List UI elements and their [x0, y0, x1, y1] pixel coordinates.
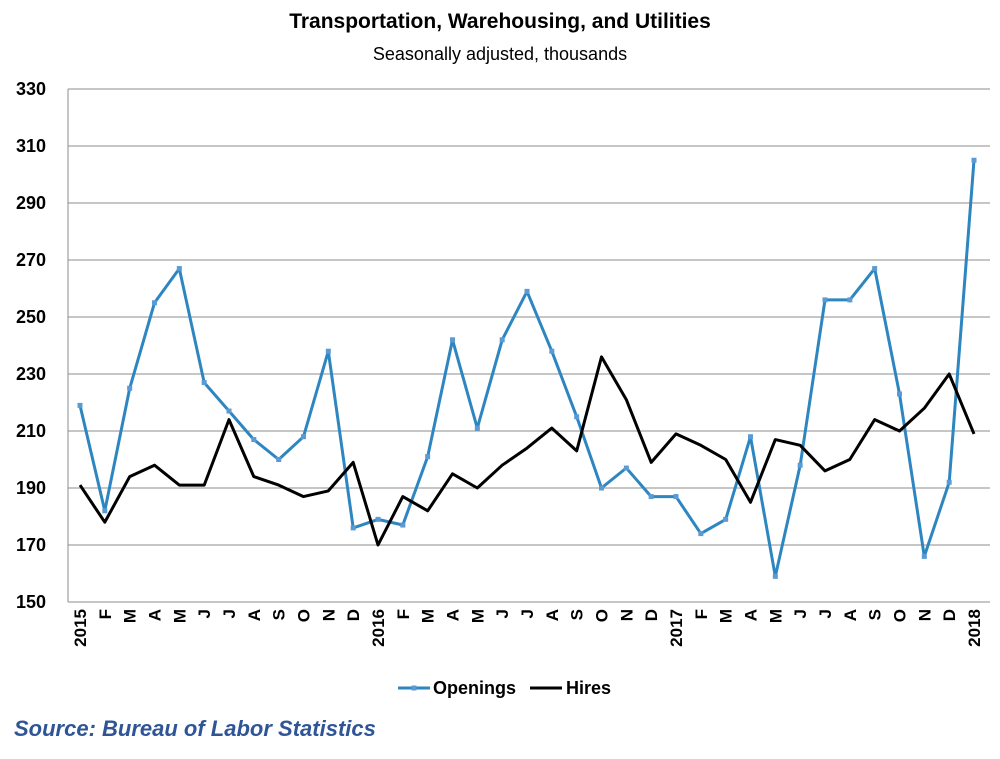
y-tick-label: 310 — [16, 136, 46, 156]
openings-point — [524, 288, 530, 294]
y-tick-label: 190 — [16, 478, 46, 498]
x-tick-label: S — [270, 609, 289, 620]
openings-point — [797, 462, 803, 468]
y-tick-label: 170 — [16, 535, 46, 555]
chart-title: Transportation, Warehousing, and Utiliti… — [289, 10, 711, 33]
x-tick-label: A — [841, 609, 860, 621]
legend: Openings Hires — [398, 678, 611, 698]
openings-point — [350, 525, 356, 531]
openings-point — [425, 454, 431, 460]
openings-point — [772, 573, 778, 579]
grid-layer — [67, 88, 990, 603]
openings-point — [723, 516, 729, 522]
openings-point — [574, 414, 580, 420]
x-tick-label: 2018 — [965, 609, 984, 647]
x-tick-label: J — [518, 609, 537, 618]
openings-point — [822, 297, 828, 303]
legend-label-hires: Hires — [566, 678, 611, 698]
y-tick-label: 250 — [16, 307, 46, 327]
x-tick-label: M — [419, 609, 438, 623]
openings-point — [474, 425, 480, 431]
x-tick-label: M — [717, 609, 736, 623]
x-tick-label: D — [344, 609, 363, 621]
legend-label-openings: Openings — [433, 678, 516, 698]
series-line-openings — [78, 160, 976, 578]
x-tick-label: M — [766, 609, 785, 623]
openings-point — [748, 434, 753, 440]
y-tick-label: 330 — [16, 79, 46, 99]
x-tick-label: J — [195, 609, 214, 618]
legend-marker — [411, 685, 417, 691]
openings-point — [450, 337, 455, 343]
x-tick-label: 2017 — [667, 609, 686, 647]
x-tick-label: D — [940, 609, 959, 621]
x-tick-label: A — [444, 609, 463, 621]
openings-point — [499, 337, 505, 343]
y-tick-label: 270 — [16, 250, 46, 270]
openings-point — [226, 408, 232, 414]
x-tick-label: M — [468, 609, 487, 623]
x-tick-label: D — [642, 609, 661, 621]
openings-point — [946, 479, 952, 485]
openings-point — [897, 391, 902, 397]
openings-point — [325, 348, 331, 354]
y-axis-ticks: 150 170 190 210 230 250 270 290 310 330 — [16, 79, 46, 612]
openings-point — [102, 508, 108, 514]
x-tick-label: 2016 — [369, 609, 388, 647]
x-tick-label: S — [568, 609, 587, 620]
x-tick-label: F — [96, 609, 115, 619]
x-tick-label: F — [692, 609, 711, 619]
openings-point — [971, 157, 977, 163]
x-tick-label: A — [742, 609, 761, 621]
openings-point — [921, 553, 927, 559]
x-tick-label: S — [866, 609, 885, 620]
openings-point — [847, 297, 853, 303]
x-tick-label: N — [617, 609, 636, 621]
openings-point — [176, 266, 182, 272]
openings-point — [698, 531, 704, 537]
source-note: Source: Bureau of Labor Statistics — [14, 716, 376, 741]
x-tick-label: J — [220, 609, 239, 618]
series-layer — [77, 157, 977, 579]
openings-point — [623, 465, 629, 471]
openings-point — [152, 300, 157, 306]
x-tick-label: M — [170, 609, 189, 623]
openings-point — [375, 516, 381, 522]
x-tick-label: J — [791, 609, 810, 618]
openings-point — [77, 402, 83, 408]
x-tick-label: O — [891, 609, 910, 622]
x-tick-label: O — [295, 609, 314, 622]
openings-point — [549, 348, 555, 354]
openings-point — [276, 457, 282, 462]
openings-point — [400, 522, 406, 528]
openings-point — [127, 385, 133, 391]
openings-point — [251, 437, 257, 443]
x-tick-label: J — [493, 609, 512, 618]
x-tick-label: A — [146, 609, 165, 621]
y-tick-label: 210 — [16, 421, 46, 441]
y-tick-label: 150 — [16, 592, 46, 612]
y-tick-label: 290 — [16, 193, 46, 213]
y-tick-label: 230 — [16, 364, 46, 384]
x-tick-label: N — [915, 609, 934, 621]
openings-point — [872, 266, 878, 272]
x-tick-label: N — [319, 609, 338, 621]
openings-point — [301, 434, 306, 440]
openings-point — [673, 494, 679, 500]
x-tick-label: 2015 — [71, 609, 90, 647]
chart-subtitle: Seasonally adjusted, thousands — [372, 44, 628, 64]
x-tick-label: M — [121, 609, 140, 623]
x-tick-label: F — [394, 609, 413, 619]
x-tick-label: J — [816, 609, 835, 618]
series-line-hires — [78, 355, 976, 547]
openings-point — [648, 494, 654, 500]
x-tick-label: O — [593, 609, 612, 622]
openings-point — [599, 485, 604, 491]
x-tick-label: A — [245, 609, 264, 621]
x-tick-label: A — [543, 609, 562, 621]
openings-point — [201, 380, 207, 386]
x-axis-ticks: 2015 F M A M J J A S O N D 2016 F M A M J J A S O N D 2017 F M A M J J… — [71, 609, 984, 647]
